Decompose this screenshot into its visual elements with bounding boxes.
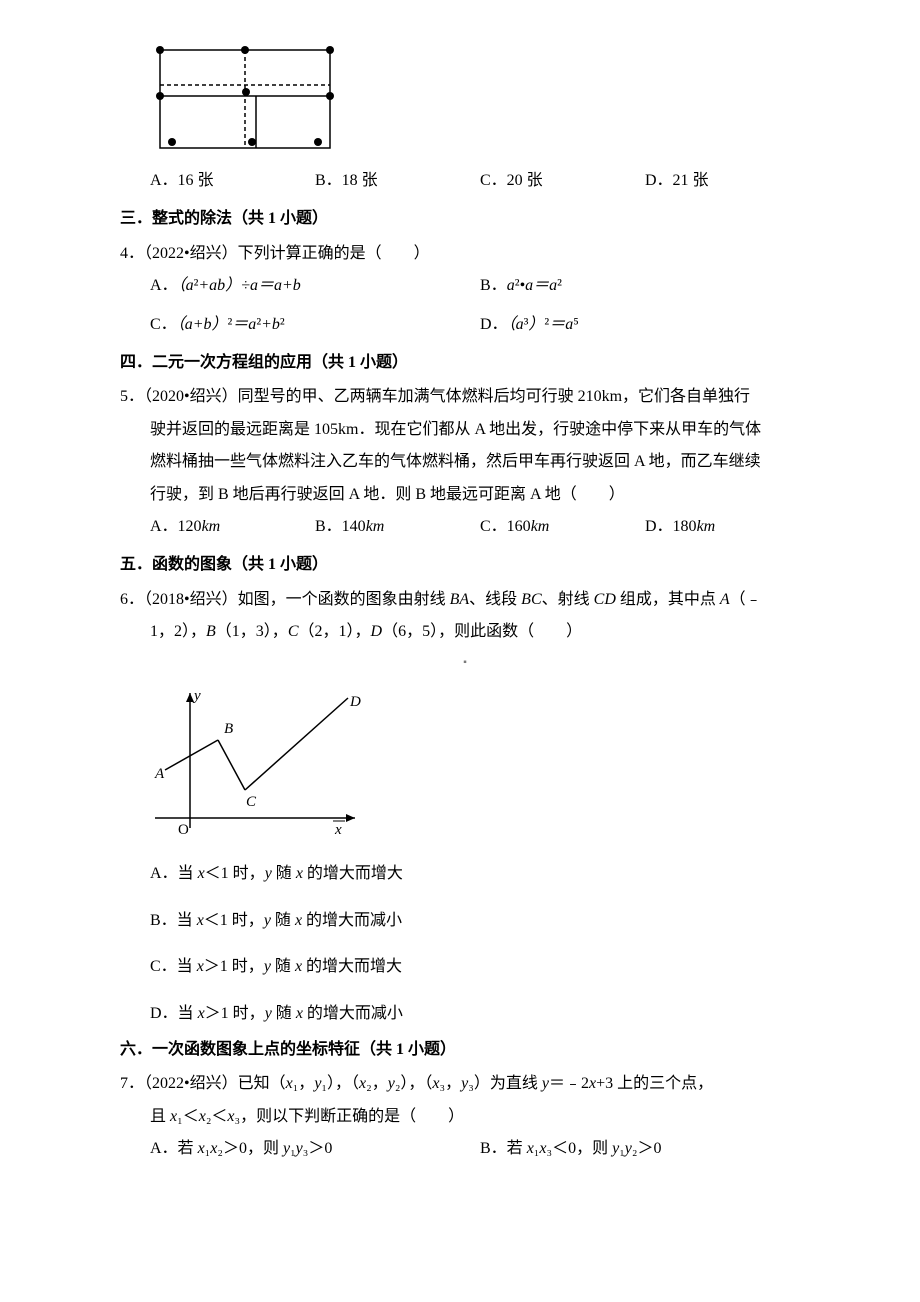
nail-grid-svg — [150, 40, 340, 158]
q5-line2: 驶并返回的最远距离是 105km．现在它们都从 A 地出发，行驶途中停下来从甲车… — [120, 415, 810, 445]
q5-options: A．120km B．140km C．160km D．180km — [150, 512, 810, 542]
svg-text:A: A — [154, 766, 165, 782]
q3-opt-d[interactable]: D．21 张 — [645, 166, 810, 196]
q6-line1: 6．（2018•绍兴）如图，一个函数的图象由射线 BA、线段 BC、射线 CD … — [120, 585, 810, 615]
q5-opt-d[interactable]: D．180km — [645, 518, 715, 535]
q5-opt-c[interactable]: C．160km — [480, 518, 549, 535]
q4-options-row1: A．（a²+ab）÷a＝a+b B．a²•a＝a² — [150, 271, 810, 301]
q7-line2: 且 x₁＜x₂＜x₃，则以下判断正确的是（ ） — [120, 1102, 810, 1132]
q6-opt-d[interactable]: D．当 x＞1 时，y 随 x 的增大而减小 — [150, 999, 810, 1029]
svg-text:O: O — [178, 822, 189, 838]
svg-text:D: D — [349, 694, 361, 710]
svg-text:B: B — [224, 721, 233, 737]
q4-stem: 4．（2022•绍兴）下列计算正确的是（ ） — [120, 239, 810, 269]
q3-opt-b[interactable]: B．18 张 — [315, 166, 480, 196]
q3-opt-a[interactable]: A．16 张 — [150, 166, 315, 196]
q5-opt-a[interactable]: A．120km — [150, 518, 220, 535]
q4-opt-c[interactable]: C．（a+b）²＝a²+b² — [150, 316, 285, 333]
svg-text:y: y — [192, 688, 201, 704]
q7-opt-b[interactable]: B．若 x₁x₃＜0，则 y₁y₂＞0 — [480, 1140, 661, 1157]
function-graph-svg: Ox y A B C D — [150, 678, 370, 843]
q6-figure: Ox y A B C D — [150, 678, 810, 843]
q7-opt-a[interactable]: A．若 x₁x₂＞0，则 y₁y₃＞0 — [150, 1140, 332, 1157]
q6-line2: 1，2），B（1，3），C（2，1），D（6，5），则此函数（ ） — [120, 617, 810, 647]
q6-opt-a[interactable]: A．当 x＜1 时，y 随 x 的增大而增大 — [150, 859, 810, 889]
q3-opt-c[interactable]: C．20 张 — [480, 166, 645, 196]
svg-text:x: x — [334, 822, 342, 838]
section-6-heading: 六．一次函数图象上点的坐标特征（共 1 小题） — [120, 1035, 810, 1065]
q4-opt-a[interactable]: A．（a²+ab）÷a＝a+b — [150, 277, 301, 294]
q7-line1: 7．（2022•绍兴）已知（x₁，y₁），（x₂，y₂），（x₃，y₃）为直线 … — [120, 1069, 810, 1099]
svg-text:C: C — [246, 794, 257, 810]
q4-opt-b[interactable]: B．a²•a＝a² — [480, 277, 562, 294]
center-dot-marker: ▪ — [120, 653, 810, 672]
q7-options: A．若 x₁x₂＞0，则 y₁y₃＞0 B．若 x₁x₃＜0，则 y₁y₂＞0 — [150, 1134, 810, 1164]
q5-line4: 行驶，到 B 地后再行驶返回 A 地．则 B 地最远可距离 A 地（ ） — [120, 480, 810, 510]
q6-opt-b[interactable]: B．当 x＜1 时，y 随 x 的增大而减小 — [150, 906, 810, 936]
q4-options-row2: C．（a+b）²＝a²+b² D．（a³）²＝a⁵ — [150, 310, 810, 340]
q5-line1: 5．（2020•绍兴）同型号的甲、乙两辆车加满气体燃料后均可行驶 210km，它… — [120, 382, 810, 412]
section-3-heading: 三．整式的除法（共 1 小题） — [120, 204, 810, 234]
section-5-heading: 五．函数的图象（共 1 小题） — [120, 550, 810, 580]
q5-line3: 燃料桶抽一些气体燃料注入乙车的气体燃料桶，然后甲车再行驶返回 A 地，而乙车继续 — [120, 447, 810, 477]
q5-opt-b[interactable]: B．140km — [315, 518, 384, 535]
q3-options: A．16 张 B．18 张 C．20 张 D．21 张 — [150, 166, 810, 196]
q3-figure — [150, 40, 810, 158]
section-4-heading: 四．二元一次方程组的应用（共 1 小题） — [120, 348, 810, 378]
q6-opt-c[interactable]: C．当 x＞1 时，y 随 x 的增大而增大 — [150, 952, 810, 982]
q4-opt-d[interactable]: D．（a³）²＝a⁵ — [480, 316, 579, 333]
